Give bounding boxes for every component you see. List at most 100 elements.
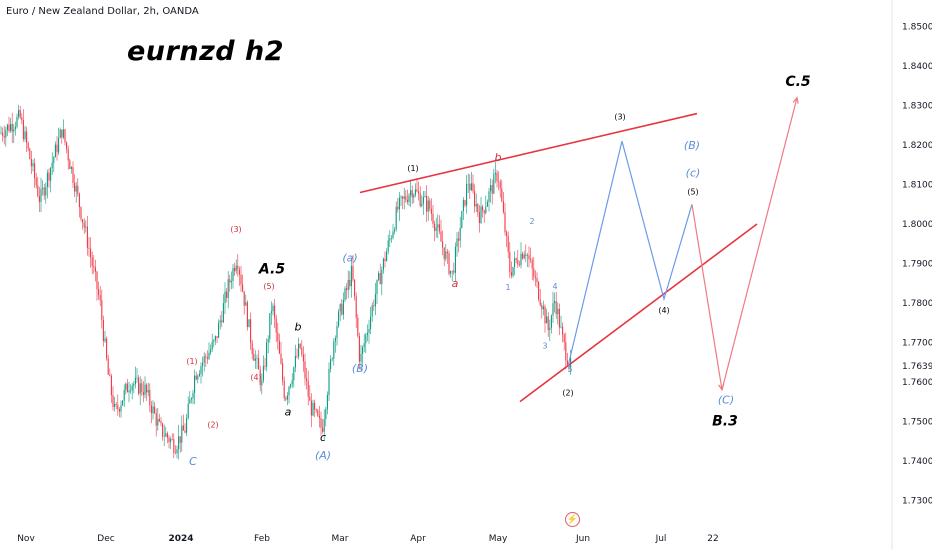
wave-label: (1)	[407, 164, 418, 173]
candle-body	[10, 123, 12, 131]
candle-body	[222, 303, 224, 323]
x-tick-label: Mar	[332, 534, 349, 544]
candle-body	[189, 399, 191, 404]
candle-body	[59, 129, 61, 138]
candle-body	[285, 398, 287, 400]
candle-body	[445, 251, 447, 260]
y-tick-label: 1.77000	[902, 338, 932, 348]
candle-body	[11, 123, 13, 132]
x-tick-label: May	[489, 534, 508, 544]
candle-body	[219, 320, 221, 324]
y-tick-label: 1.84000	[902, 62, 932, 72]
candle-body	[339, 304, 341, 312]
wave-label: 4	[552, 282, 557, 291]
candle-body	[346, 288, 348, 291]
candle-body	[458, 238, 460, 241]
candle-body	[133, 384, 135, 386]
projection-path-blue	[567, 141, 693, 367]
candle-body	[194, 375, 196, 393]
candle-body	[523, 254, 525, 259]
candle-body	[382, 258, 384, 270]
y-tick-label: 1.78000	[902, 299, 932, 309]
candle-body	[432, 213, 434, 224]
candle-body	[190, 398, 192, 400]
candle-body	[5, 130, 7, 138]
wave-label: 3	[542, 341, 547, 350]
wave-label: (3)	[614, 112, 625, 121]
candle-body	[98, 289, 100, 296]
candle-body	[384, 258, 386, 262]
candle-body	[514, 258, 516, 267]
candle-body	[378, 273, 380, 280]
candle-body	[467, 183, 469, 185]
y-tick-label: 1.79000	[902, 260, 932, 270]
current-price-label: 1.76397	[902, 362, 932, 372]
candle-body	[466, 184, 468, 206]
candle-body	[85, 226, 87, 228]
candle-body	[114, 403, 116, 407]
candle-body	[50, 167, 52, 181]
candle-body	[266, 342, 268, 367]
candle-body	[0, 132, 2, 134]
candle-body	[187, 403, 189, 419]
candle-body	[197, 375, 199, 380]
candle-body	[538, 282, 540, 300]
arrow-head-down	[718, 383, 725, 392]
candle-body	[51, 162, 53, 168]
candle-body	[294, 356, 296, 368]
candle-body	[74, 183, 76, 192]
candle-body	[301, 347, 303, 355]
candle-body	[434, 223, 436, 231]
candle-body	[552, 303, 554, 316]
candle-body	[358, 335, 360, 362]
candle-body	[355, 296, 357, 318]
candle-body	[379, 273, 381, 285]
candle-body	[499, 181, 501, 189]
candle-body	[470, 183, 472, 191]
lightning-icon[interactable]: ⚡	[565, 512, 580, 527]
candle-body	[14, 126, 16, 130]
candle-body	[112, 395, 114, 407]
candle-body	[349, 279, 351, 287]
candle-body	[293, 367, 295, 381]
candle-body	[318, 415, 320, 418]
candle-body	[315, 409, 317, 411]
candle-body	[82, 219, 84, 223]
candle-body	[256, 358, 258, 359]
candle-body	[443, 247, 445, 260]
candle-body	[178, 436, 180, 450]
candle-body	[366, 332, 368, 336]
candle-body	[517, 260, 519, 265]
candle-body	[123, 389, 125, 401]
wave-label: (2)	[207, 420, 218, 429]
candle-body	[218, 323, 220, 338]
y-tick-label: 1.74000	[902, 457, 932, 467]
candle-body	[69, 160, 71, 169]
wave-label: A.5	[258, 261, 285, 277]
candle-body	[149, 389, 151, 406]
candle-body	[182, 425, 184, 431]
candle-body	[307, 380, 309, 397]
candle-body	[403, 196, 405, 199]
candle-body	[283, 380, 285, 399]
candle-body	[13, 129, 15, 132]
wave-label: (4)	[658, 306, 669, 315]
wave-label: (B)	[684, 139, 700, 152]
candle-body	[72, 167, 74, 184]
candle-body	[474, 191, 476, 207]
candle-body	[99, 295, 101, 301]
candle-body	[528, 255, 530, 260]
candle-body	[464, 200, 466, 206]
candle-body	[506, 232, 508, 237]
wave-label: 1	[505, 283, 510, 292]
candle-body	[280, 353, 282, 364]
candle-body	[542, 306, 544, 310]
candle-body	[411, 190, 413, 198]
trend-line	[359, 112, 698, 194]
candle-body	[554, 301, 556, 304]
candle-body	[250, 319, 252, 343]
candle-body	[314, 402, 316, 410]
x-tick-label: Feb	[254, 534, 270, 544]
candle-body	[502, 201, 504, 213]
